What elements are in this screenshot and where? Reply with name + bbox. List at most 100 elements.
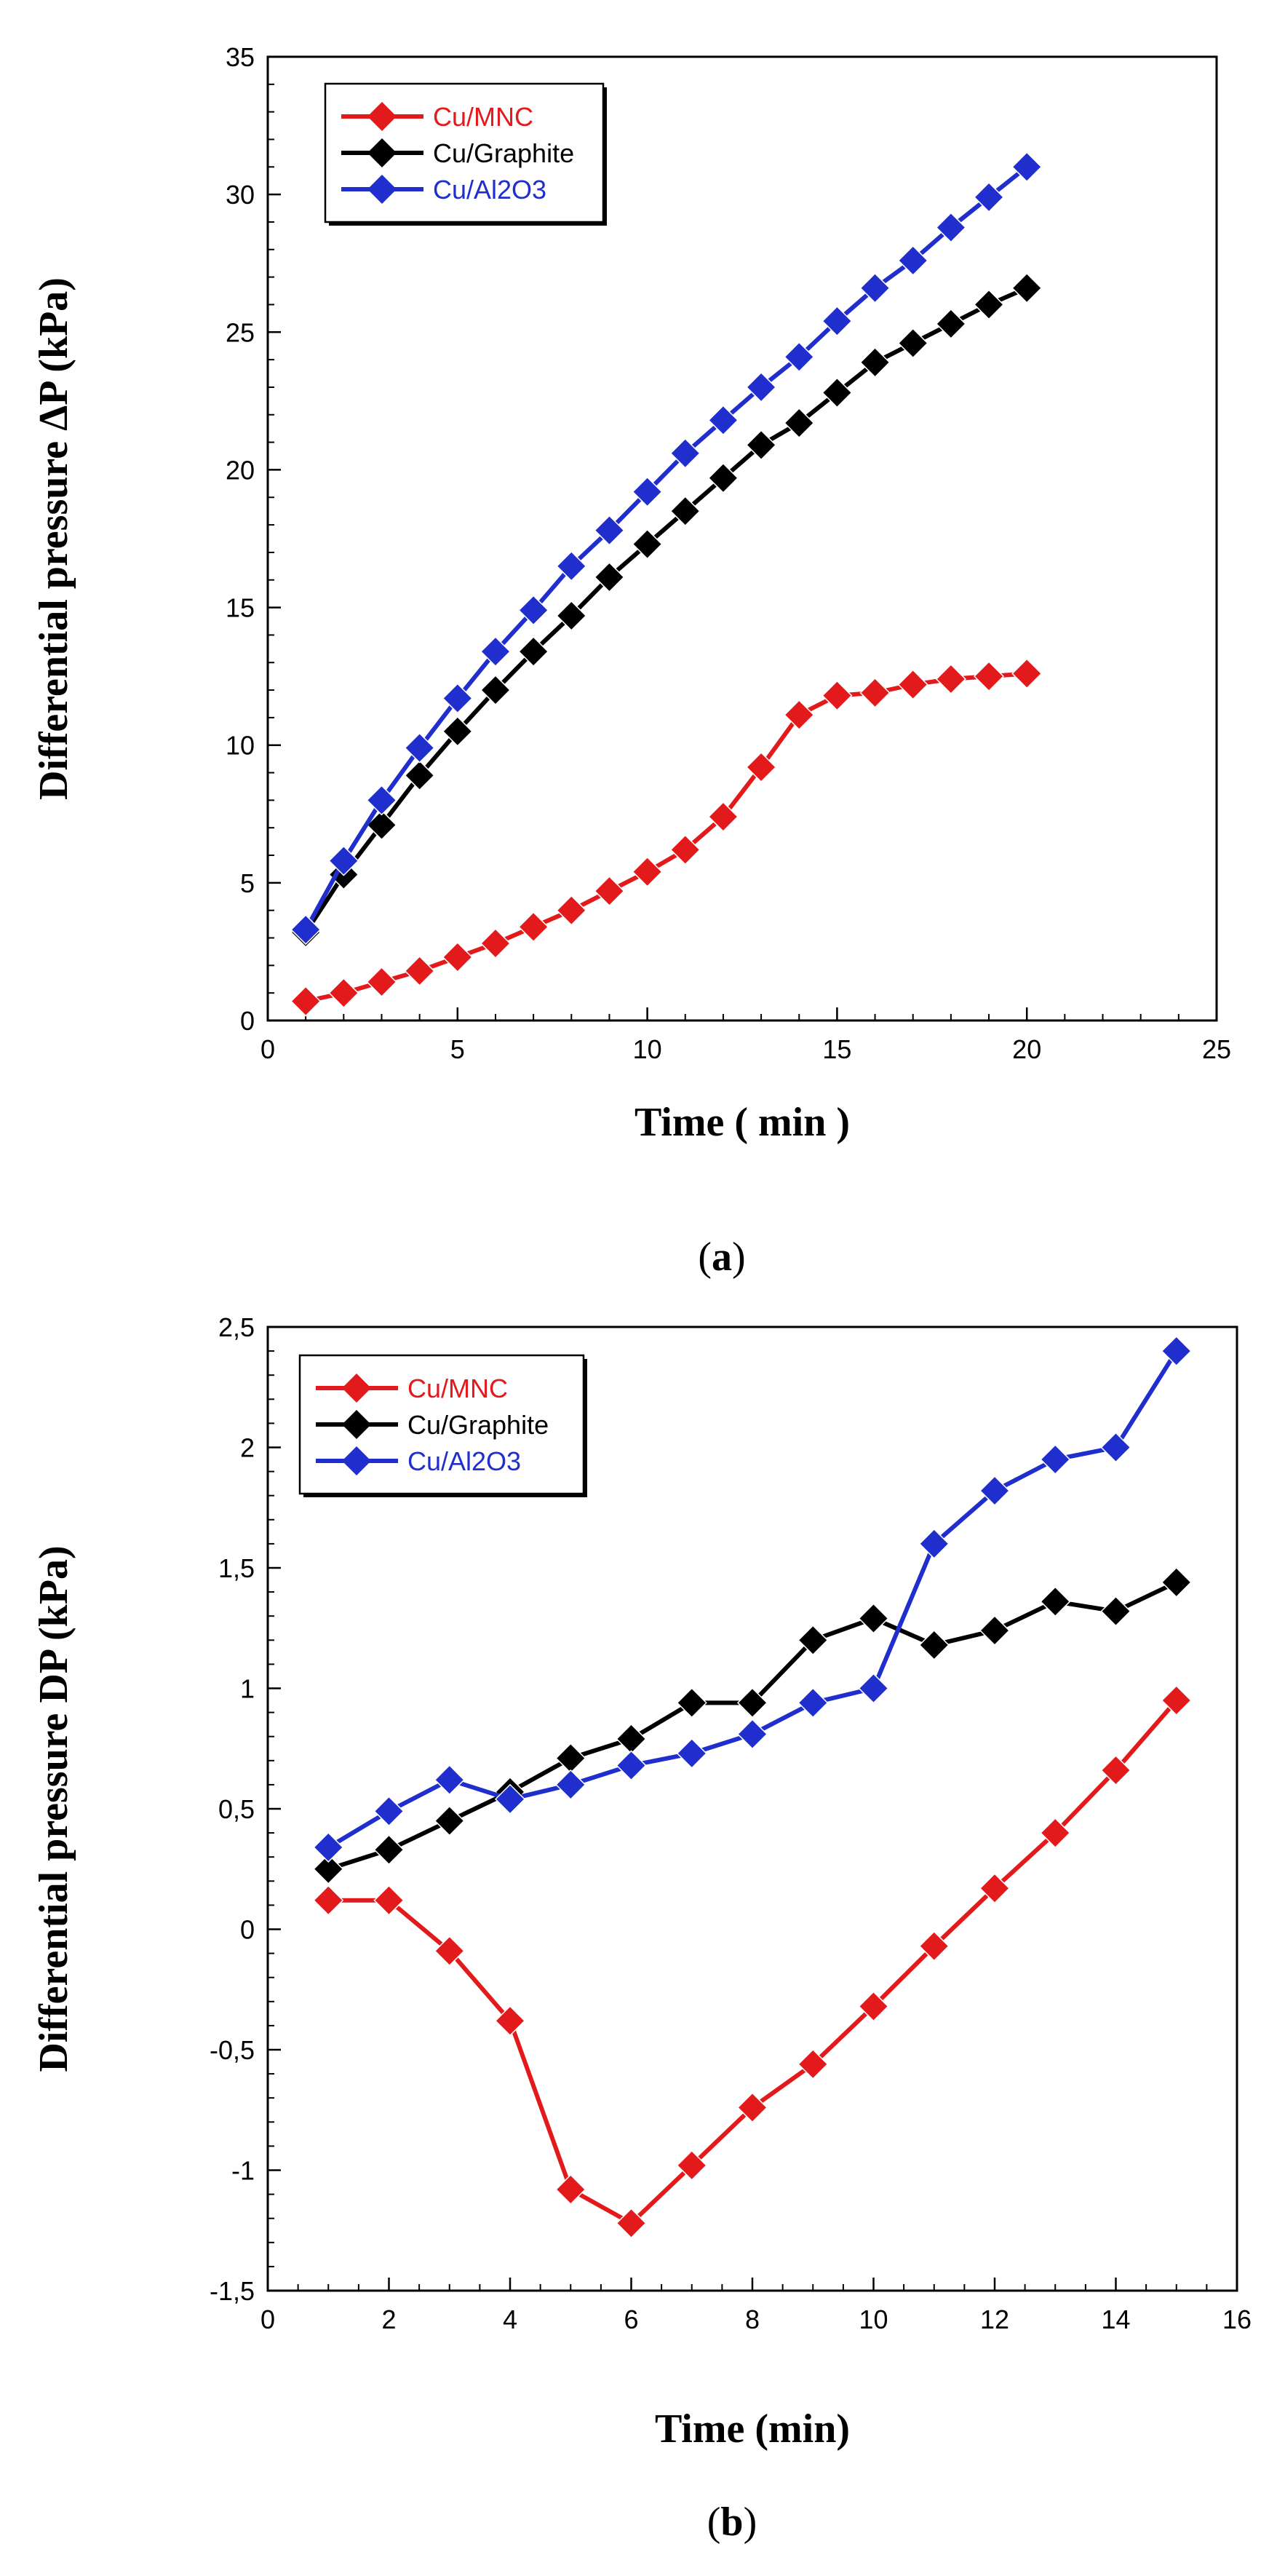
- data-point: [594, 515, 625, 546]
- data-point: [555, 1769, 586, 1800]
- data-point: [669, 496, 701, 527]
- data-point: [313, 1853, 344, 1885]
- x-tick-label: 6: [624, 2304, 638, 2334]
- legend-label: Cu/Al2O3: [407, 1446, 521, 1476]
- y-axis-title: Differential pressure ΔP (kPa): [31, 277, 76, 800]
- data-point: [328, 845, 359, 876]
- x-tick-label: 0: [260, 2304, 275, 2334]
- y-tick-label: 5: [240, 868, 255, 898]
- legend-label: Cu/Al2O3: [433, 175, 546, 205]
- series-Cu/Al2O3: [290, 151, 1043, 946]
- data-point: [784, 408, 815, 439]
- data-point: [676, 1687, 707, 1719]
- data-point: [797, 1625, 829, 1656]
- y-tick-label: 10: [226, 731, 255, 761]
- panel-letter: b: [720, 2500, 743, 2545]
- data-point: [736, 2092, 768, 2123]
- data-point: [366, 966, 397, 998]
- data-point: [373, 1834, 405, 1866]
- data-point: [822, 377, 853, 408]
- x-tick-label: 8: [745, 2304, 760, 2334]
- series-line: [303, 165, 1029, 931]
- y-tick-label: 2: [240, 1433, 255, 1463]
- data-point: [935, 308, 966, 339]
- data-point: [404, 760, 435, 791]
- data-point: [1040, 1443, 1071, 1475]
- data-point: [373, 1796, 405, 1827]
- data-point: [935, 212, 966, 243]
- data-point: [897, 669, 928, 700]
- data-point: [594, 876, 625, 907]
- data-point: [736, 1719, 768, 1750]
- data-point: [979, 1614, 1011, 1646]
- data-point: [366, 809, 397, 841]
- plot-frame: [266, 55, 1218, 1022]
- legend-label: Cu/Graphite: [433, 138, 574, 168]
- x-tick-label: 4: [503, 2304, 517, 2334]
- data-point: [746, 751, 777, 783]
- data-point: [1011, 658, 1043, 689]
- data-point: [556, 550, 587, 582]
- y-tick-label: 0,5: [218, 1794, 255, 1824]
- x-tick-label: 12: [980, 2304, 1009, 2334]
- series-line: [305, 671, 1027, 1004]
- y-tick-label: -1: [231, 2156, 255, 2186]
- data-point: [290, 914, 322, 946]
- series-Cu/Al2O3: [313, 1336, 1192, 1863]
- y-tick-label: 1,5: [218, 1553, 255, 1583]
- data-point: [404, 955, 435, 986]
- y-tick-label: 30: [226, 180, 255, 210]
- legend-marker: [342, 1446, 371, 1475]
- data-point: [1040, 1818, 1071, 1849]
- data-point: [313, 1831, 344, 1863]
- x-axis-title: Time (min): [655, 2406, 850, 2452]
- x-tick-label: 2: [381, 2304, 396, 2334]
- y-tick-label: 15: [226, 593, 255, 623]
- data-point: [935, 663, 966, 694]
- data-point: [676, 1737, 707, 1769]
- chart-panel-b: 0 2 4 6 8 10 12 14 16 -1,5 -1 -0,5 0 0,5 1 1,5 2 2,5 Time …: [31, 1312, 1252, 2545]
- data-point: [366, 785, 397, 816]
- data-point: [858, 1991, 889, 2022]
- series-Cu/Graphite: [313, 1566, 1192, 1885]
- y-tick-label: 25: [226, 317, 255, 347]
- data-point: [616, 1750, 647, 1781]
- data-point: [594, 561, 625, 593]
- data-point: [822, 680, 853, 711]
- data-point: [736, 1687, 768, 1719]
- series-Cu/Graphite: [290, 272, 1043, 948]
- x-tick-label: 10: [633, 1034, 662, 1064]
- data-point: [480, 636, 512, 667]
- y-tick-label: 0: [240, 1006, 255, 1036]
- y-tick-label: -0,5: [210, 2035, 255, 2065]
- x-tick-label: 0: [260, 1034, 275, 1064]
- data-point: [784, 341, 815, 373]
- data-point: [442, 683, 473, 714]
- legend: Cu/MNC Cu/Graphite Cu/Al2O3: [324, 82, 607, 226]
- data-point: [707, 405, 739, 436]
- data-point: [480, 928, 512, 959]
- y-tick-label: 1: [240, 1674, 255, 1704]
- data-point: [555, 2173, 586, 2206]
- data-point: [290, 986, 322, 1017]
- data-point: [973, 289, 1005, 320]
- data-point: [1040, 1586, 1071, 1617]
- data-point: [669, 437, 701, 469]
- data-point: [404, 732, 435, 764]
- data-point: [918, 1629, 950, 1660]
- data-point: [1100, 1754, 1131, 1786]
- data-point: [859, 272, 891, 304]
- data-point: [707, 801, 739, 833]
- panel-letter: a: [712, 1235, 732, 1280]
- data-point: [480, 674, 512, 706]
- data-point: [797, 1687, 829, 1719]
- chart-panel-a: 0 5 10 15 20 25 0 5 10 15 20 25 30 35 Time ( min ) Diff…: [31, 42, 1231, 1280]
- y-axis-title: Differential pressure DP (kPa): [31, 1545, 76, 2072]
- panel-label: (a): [698, 1235, 745, 1280]
- legend-label: Cu/MNC: [407, 1374, 508, 1403]
- legend-marker: [367, 175, 397, 204]
- legend: Cu/MNC Cu/Graphite Cu/Al2O3: [298, 1354, 587, 1497]
- legend-marker: [367, 138, 397, 167]
- data-point: [616, 1723, 647, 1755]
- data-point: [555, 1743, 586, 1774]
